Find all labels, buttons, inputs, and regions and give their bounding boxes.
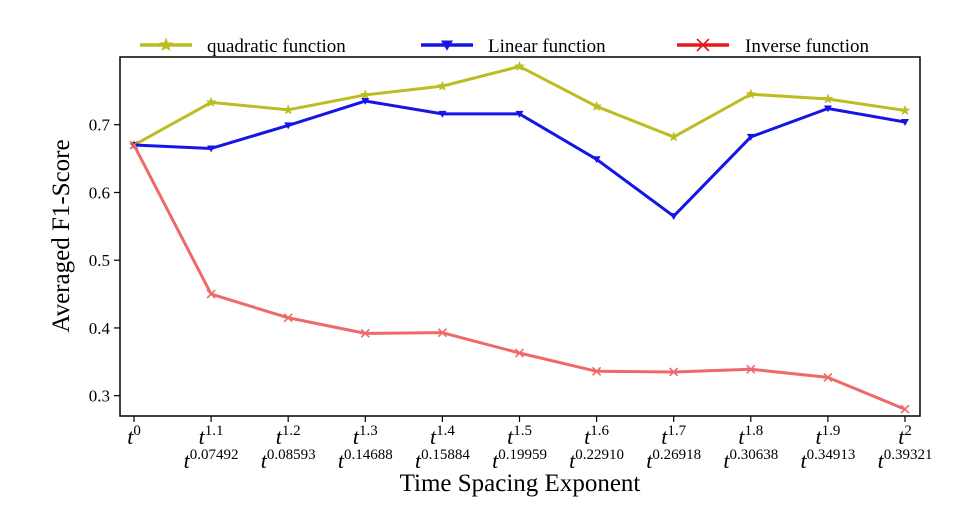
x-tick-label: t1.3: [353, 423, 378, 449]
legend-label: Inverse function: [745, 36, 869, 57]
data-point: [514, 60, 525, 72]
legend-item: Inverse function: [677, 36, 869, 57]
x-tick-sublabel: t0.14688: [338, 447, 393, 473]
x-tick-label: t1.6: [584, 423, 609, 449]
series-0: [128, 60, 911, 150]
x-tick-sublabel: t0.30638: [723, 447, 778, 473]
y-tick-label: 0.4: [89, 319, 111, 338]
data-point: [591, 100, 603, 112]
series-line: [133, 64, 906, 147]
data-point: [745, 88, 757, 99]
data-point: [746, 364, 756, 374]
series-1: [130, 98, 909, 220]
y-axis-ticks: 0.3 0.4 0.5 0.6 0.7: [89, 116, 120, 406]
series-line: [133, 99, 906, 218]
data-point: [592, 366, 602, 376]
y-axis-label: Averaged F1-Score: [48, 139, 75, 332]
y-tick-label: 0.6: [89, 183, 110, 202]
x-tick-sublabel: t0.15884: [415, 447, 470, 473]
data-point: [282, 104, 294, 115]
x-tick-sublabel: t0.22910: [569, 447, 624, 473]
data-point: [746, 133, 755, 141]
legend-item: quadratic function: [140, 36, 346, 57]
legend-marker: [441, 40, 453, 51]
data-point: [514, 348, 525, 358]
data-point: [205, 96, 217, 108]
data-point: [515, 110, 524, 118]
data-point: [283, 313, 293, 323]
series-line: [132, 144, 906, 411]
x-tick-label: t1.7: [661, 423, 686, 449]
x-tick-sublabel: t0.08593: [261, 447, 316, 473]
legend: quadratic function Linear function Inverse…: [140, 36, 869, 57]
data-point: [592, 156, 601, 164]
data-point: [900, 404, 910, 414]
legend-marker: [158, 37, 174, 52]
legend-label: Linear function: [488, 36, 606, 57]
x-tick-label: t1.8: [738, 423, 763, 449]
data-point: [360, 328, 370, 338]
legend-label: quadratic function: [207, 36, 346, 57]
legend-marker: [696, 38, 710, 52]
x-tick-label: t0: [127, 423, 141, 449]
x-tick-sublabel: t0.39321: [878, 447, 933, 473]
data-point: [207, 145, 216, 153]
data-point: [361, 98, 370, 105]
x-tick-label: t2: [898, 423, 912, 449]
x-tick-sublabel: t0.26918: [646, 447, 701, 473]
data-point: [436, 80, 448, 91]
data-point: [899, 104, 911, 116]
x-axis-ticks: t0 t1.1t0.07492 t1.2t0.08593 t1.3t0.14688 t1…: [127, 416, 932, 473]
data-point: [669, 367, 679, 377]
x-tick-sublabel: t0.07492: [184, 447, 239, 473]
x-tick-label: t1.9: [815, 423, 840, 449]
legend-item: Linear function: [421, 36, 606, 57]
data-point: [668, 131, 680, 142]
series-layer: [128, 60, 911, 414]
data-point: [901, 119, 909, 126]
data-point: [359, 89, 371, 100]
data-point: [437, 328, 447, 338]
y-tick-label: 0.3: [89, 387, 110, 406]
x-tick-label: t1.1: [199, 423, 224, 449]
data-point: [822, 93, 834, 104]
data-point: [206, 289, 216, 299]
x-tick-sublabel: t0.34913: [800, 447, 855, 473]
data-point: [823, 372, 833, 382]
data-point: [669, 213, 678, 220]
data-point: [129, 140, 139, 150]
y-tick-label: 0.5: [89, 251, 110, 270]
x-tick-label: t1.5: [507, 423, 532, 449]
x-tick-label: t1.4: [430, 423, 455, 449]
x-axis-label: Time Spacing Exponent: [400, 470, 641, 497]
x-tick-sublabel: t0.19959: [492, 447, 547, 473]
y-tick-label: 0.7: [89, 116, 111, 135]
data-point: [438, 110, 447, 118]
plot-area: [119, 56, 921, 417]
series-2: [129, 140, 910, 414]
data-point: [284, 122, 293, 130]
data-point: [823, 105, 832, 113]
x-tick-label: t1.2: [276, 423, 301, 449]
